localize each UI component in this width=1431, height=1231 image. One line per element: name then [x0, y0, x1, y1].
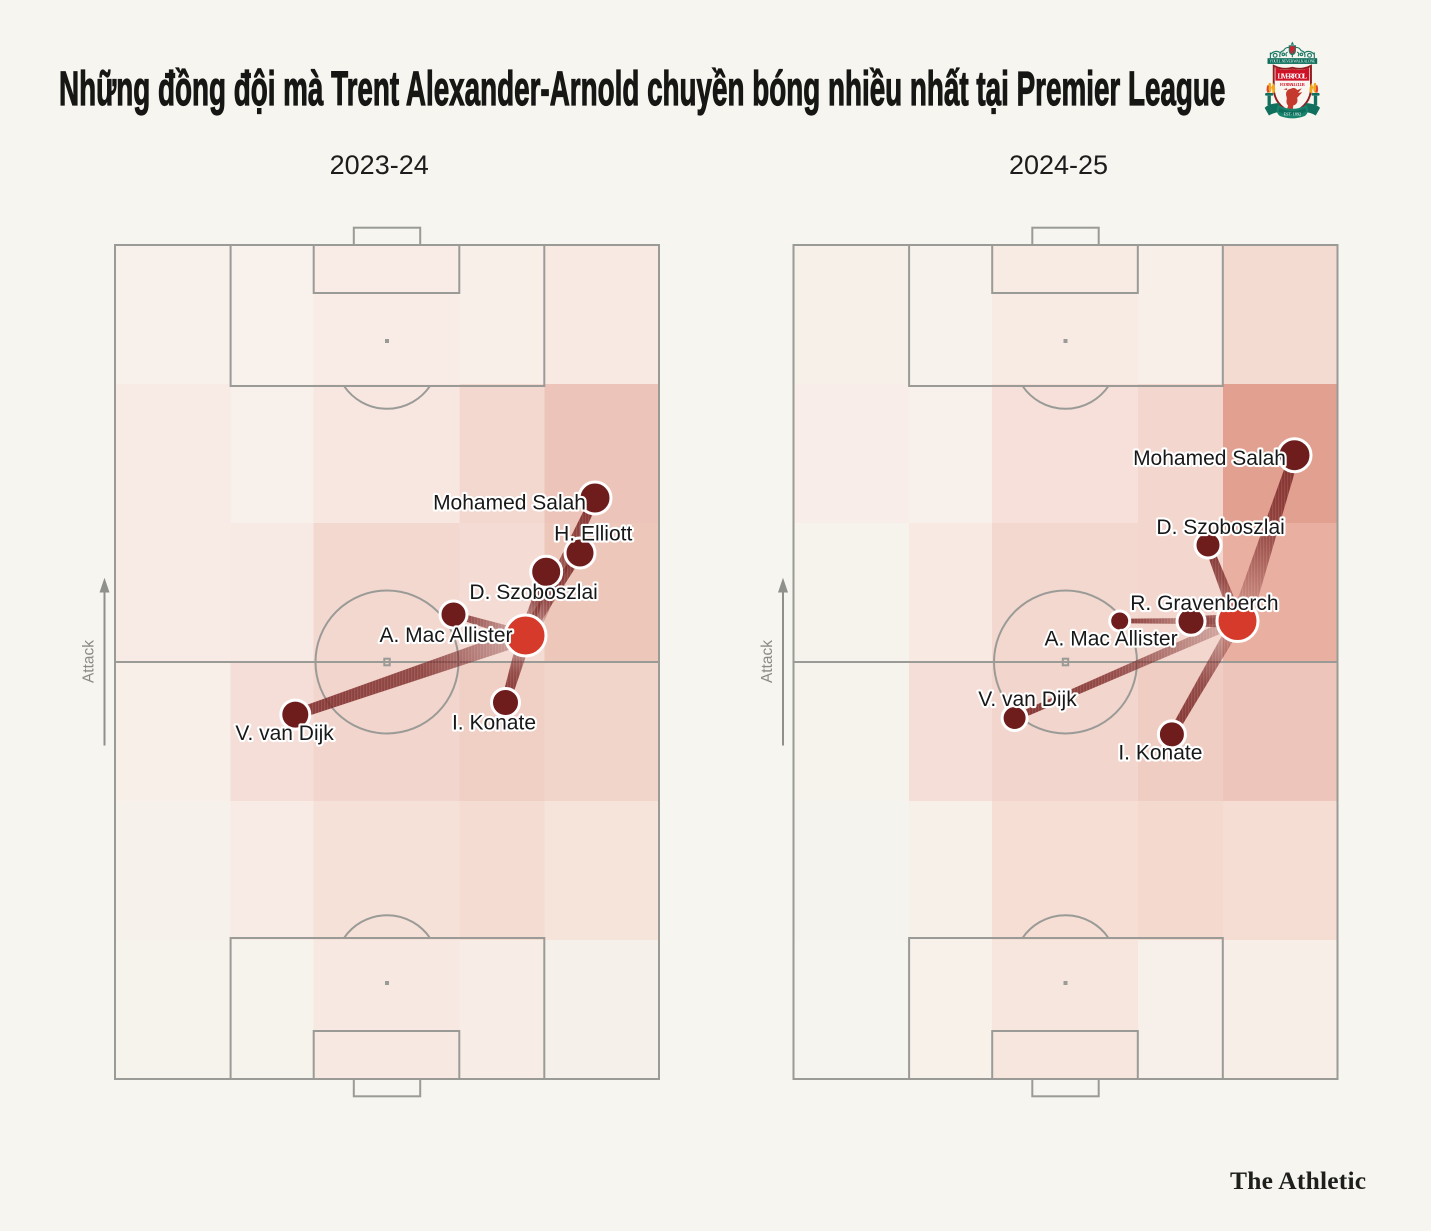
svg-text:A. Mac Allister: A. Mac Allister: [1045, 628, 1178, 651]
svg-text:I. Konate: I. Konate: [452, 712, 536, 735]
svg-text:V. van Dijk: V. van Dijk: [978, 688, 1077, 711]
svg-text:Attack: Attack: [759, 640, 776, 683]
svg-text:V. van Dijk: V. van Dijk: [235, 722, 334, 745]
svg-text:Mohamed Salah: Mohamed Salah: [433, 492, 586, 515]
svg-text:Mohamed Salah: Mohamed Salah: [1133, 447, 1286, 470]
svg-text:A. Mac Allister: A. Mac Allister: [379, 624, 512, 647]
svg-text:YOU'LL NEVER WALK ALONE: YOU'LL NEVER WALK ALONE: [1269, 60, 1315, 64]
svg-text:H. Elliott: H. Elliott: [554, 523, 632, 546]
svg-text:EST·1892: EST·1892: [1284, 111, 1302, 116]
svg-text:FOOTBALL CLUB: FOOTBALL CLUB: [1280, 82, 1305, 87]
svg-text:D. Szoboszlai: D. Szoboszlai: [1156, 516, 1284, 539]
svg-text:R. Gravenberch: R. Gravenberch: [1130, 592, 1278, 615]
svg-text:Attack: Attack: [81, 640, 98, 683]
svg-text:D. Szoboszlai: D. Szoboszlai: [469, 581, 597, 604]
svg-text:LIVERPOOL: LIVERPOOL: [1278, 73, 1308, 80]
svg-text:I. Konate: I. Konate: [1118, 742, 1202, 765]
